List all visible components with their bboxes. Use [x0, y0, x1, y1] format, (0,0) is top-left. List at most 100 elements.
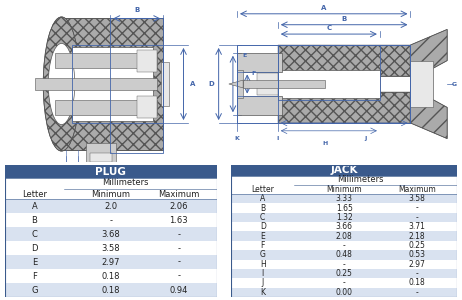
Text: C: C: [64, 167, 67, 172]
Text: -: -: [415, 288, 418, 297]
Bar: [278, 70, 380, 98]
Polygon shape: [229, 80, 243, 88]
Text: 0.25: 0.25: [336, 269, 353, 278]
Bar: [5, 165, 217, 178]
Text: 0.18: 0.18: [102, 286, 120, 295]
Text: 0.18: 0.18: [102, 272, 120, 280]
Bar: [278, 92, 410, 123]
Text: -: -: [109, 216, 112, 225]
Bar: [137, 50, 157, 71]
Bar: [5, 241, 217, 255]
Text: F: F: [98, 190, 102, 195]
Bar: [72, 46, 153, 122]
Text: 0.25: 0.25: [408, 241, 425, 250]
Text: C: C: [31, 230, 37, 239]
Text: 1.65: 1.65: [336, 204, 353, 213]
Text: A: A: [260, 194, 265, 203]
Text: 2.08: 2.08: [336, 232, 353, 241]
Bar: [231, 278, 457, 288]
Bar: [231, 194, 457, 203]
Text: -: -: [177, 272, 180, 280]
Text: A: A: [31, 202, 37, 211]
Text: F: F: [261, 241, 265, 250]
Bar: [278, 92, 410, 123]
Text: A: A: [189, 81, 195, 87]
Bar: [5, 199, 217, 213]
Text: C: C: [260, 213, 265, 222]
Text: -: -: [177, 230, 180, 239]
Bar: [5, 178, 217, 189]
Bar: [257, 73, 278, 95]
Text: 0.00: 0.00: [336, 288, 353, 297]
Bar: [237, 71, 278, 97]
Text: G: G: [106, 198, 110, 203]
Bar: [231, 269, 457, 278]
Bar: [5, 255, 217, 269]
Bar: [278, 45, 410, 76]
Text: E: E: [32, 258, 37, 267]
Ellipse shape: [49, 44, 75, 124]
Bar: [278, 45, 410, 123]
Text: 1.63: 1.63: [170, 216, 188, 225]
Bar: [231, 165, 457, 175]
Text: 3.33: 3.33: [336, 194, 353, 203]
Text: B: B: [260, 204, 265, 213]
Bar: [231, 213, 457, 222]
Bar: [231, 250, 457, 260]
Text: Millimeters: Millimeters: [337, 175, 383, 184]
Text: -: -: [343, 241, 346, 250]
Text: Letter: Letter: [22, 190, 47, 199]
Text: PLUG: PLUG: [96, 167, 126, 177]
Text: H: H: [322, 141, 328, 146]
Text: Minimum: Minimum: [91, 190, 130, 199]
Text: F: F: [251, 70, 255, 76]
Text: 3.71: 3.71: [408, 222, 425, 231]
Bar: [35, 78, 157, 90]
Text: D: D: [31, 244, 37, 253]
Text: 2.97: 2.97: [408, 260, 425, 269]
Text: D: D: [209, 81, 214, 87]
Text: 2.0: 2.0: [104, 202, 117, 211]
Text: 2.97: 2.97: [102, 258, 120, 267]
Bar: [5, 269, 217, 283]
Text: D: D: [260, 222, 266, 231]
Text: B: B: [341, 16, 347, 22]
Text: I: I: [261, 269, 264, 278]
Bar: [231, 222, 457, 232]
Bar: [161, 62, 169, 106]
Bar: [231, 288, 457, 297]
Text: 2.06: 2.06: [170, 202, 188, 211]
Text: Millimeters: Millimeters: [103, 178, 149, 187]
Bar: [110, 19, 163, 153]
Text: -: -: [177, 244, 180, 253]
Text: 0.94: 0.94: [170, 286, 188, 295]
Text: 2.18: 2.18: [408, 232, 425, 241]
Bar: [278, 45, 410, 76]
Text: 0.53: 0.53: [408, 250, 425, 260]
Text: 3.58: 3.58: [408, 194, 425, 203]
Text: K: K: [235, 136, 239, 141]
Text: -: -: [343, 260, 346, 269]
Bar: [231, 203, 457, 213]
Text: -: -: [177, 258, 180, 267]
Text: -: -: [415, 213, 418, 222]
Bar: [243, 80, 325, 88]
Bar: [231, 241, 457, 250]
Text: D: D: [76, 175, 80, 179]
Bar: [231, 232, 457, 241]
Text: Maximum: Maximum: [158, 190, 200, 199]
Bar: [61, 19, 163, 149]
Text: B: B: [31, 216, 37, 225]
Bar: [231, 176, 457, 185]
Bar: [237, 45, 410, 123]
Text: -: -: [415, 204, 418, 213]
Text: K: K: [260, 288, 265, 297]
Polygon shape: [410, 29, 447, 139]
Text: G: G: [260, 250, 266, 260]
Text: -: -: [415, 269, 418, 278]
Text: F: F: [32, 272, 37, 280]
Bar: [86, 143, 116, 162]
Text: 3.66: 3.66: [336, 222, 353, 231]
Bar: [55, 100, 157, 115]
Bar: [90, 153, 112, 162]
